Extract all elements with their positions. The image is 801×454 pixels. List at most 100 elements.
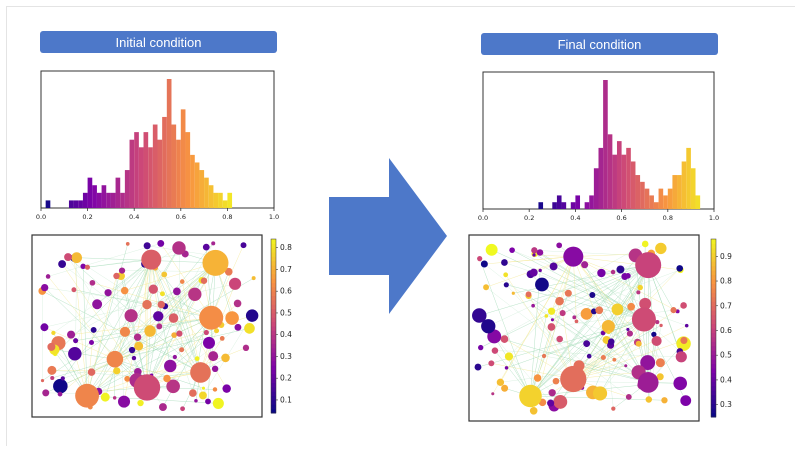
- network-edge: [74, 257, 125, 291]
- histogram-bar: [552, 202, 557, 209]
- histogram-bar: [180, 109, 186, 208]
- colorbar-segment: [711, 314, 716, 320]
- colorbar-tick-label: 0.4: [720, 375, 732, 384]
- network-node: [180, 406, 185, 412]
- network-edge: [530, 343, 587, 397]
- network-node: [171, 332, 177, 338]
- network-node: [104, 289, 112, 297]
- network-node: [586, 353, 592, 359]
- colorbar-segment: [271, 239, 276, 244]
- initial-condition-title: Initial condition: [40, 31, 277, 53]
- network-node: [120, 286, 129, 295]
- network-node: [80, 263, 86, 269]
- histogram-bar: [120, 192, 125, 208]
- histogram-bar: [630, 161, 636, 209]
- network-node: [616, 265, 625, 274]
- network-node: [595, 306, 604, 315]
- colorbar-tick-label: 0.4: [280, 330, 292, 339]
- x-tick-label: 1.0: [269, 213, 279, 221]
- network-edge: [533, 243, 646, 306]
- network-node: [589, 291, 596, 298]
- network-edge: [59, 262, 216, 395]
- network-node: [624, 364, 628, 368]
- network-node: [87, 368, 96, 376]
- network-node: [592, 386, 608, 401]
- histogram-bar: [649, 195, 654, 209]
- colorbar-tick-label: 0.8: [280, 243, 292, 252]
- network-node: [84, 264, 90, 270]
- colorbar-tick-label: 0.3: [720, 400, 732, 409]
- network-node: [208, 351, 219, 362]
- colorbar-segment: [711, 390, 716, 396]
- network-node: [53, 378, 68, 394]
- network-edge: [75, 257, 77, 341]
- x-tick-label: 0.4: [129, 213, 139, 221]
- transition-arrow: [329, 158, 447, 314]
- network-edge: [484, 263, 604, 358]
- network-node: [156, 323, 163, 330]
- network-hub: [75, 383, 99, 408]
- network-hub: [560, 365, 587, 393]
- network-node: [189, 389, 197, 397]
- network-edge: [530, 326, 552, 397]
- colorbar-segment: [271, 265, 276, 270]
- network-node: [651, 335, 662, 347]
- network-edge: [552, 264, 649, 321]
- network-edge: [573, 256, 681, 271]
- network-node: [496, 378, 505, 387]
- network-edge: [573, 325, 687, 380]
- network-edge: [530, 270, 541, 397]
- network-node: [675, 351, 687, 363]
- x-tick-label: 0.6: [176, 213, 186, 221]
- colorbar-segment: [271, 343, 276, 349]
- colorbar-segment: [711, 256, 716, 262]
- colorbar-segment: [271, 382, 276, 388]
- colorbar-segment: [271, 391, 276, 397]
- network-edge: [488, 272, 602, 327]
- colorbar-segment: [271, 308, 276, 314]
- network-node: [73, 338, 79, 344]
- colorbar-tick-label: 0.7: [720, 301, 732, 310]
- colorbar-segment: [711, 270, 716, 276]
- network-node: [42, 389, 50, 397]
- network-node: [125, 242, 130, 246]
- network-node: [626, 327, 630, 332]
- histogram-bar: [96, 192, 102, 208]
- network-edge: [114, 257, 225, 360]
- histogram-bar: [227, 192, 233, 208]
- colorbar-segment: [271, 352, 276, 357]
- network-node: [500, 335, 509, 343]
- network-edge: [155, 267, 201, 373]
- network-node: [491, 392, 495, 396]
- colorbar-segment: [711, 274, 716, 280]
- network-node: [533, 374, 542, 382]
- network-node: [245, 309, 259, 322]
- colorbar-segment: [711, 296, 716, 302]
- colorbar-segment: [271, 373, 276, 379]
- network-edge: [160, 243, 212, 318]
- network-node: [611, 406, 616, 411]
- network-node: [161, 271, 168, 278]
- network-node: [541, 353, 547, 359]
- initial-network: 0.1 0.2 0.3 0.4 0.5 0.6 0.7 0.8: [31, 234, 292, 418]
- network-node: [548, 389, 556, 397]
- network-node: [71, 287, 77, 293]
- network-node: [531, 247, 538, 254]
- histogram-bar: [171, 124, 177, 208]
- network-edge: [137, 337, 201, 373]
- network-hub: [563, 246, 584, 267]
- x-tick-label: 0.4: [570, 214, 580, 222]
- colorbar-segment: [271, 386, 276, 392]
- network-edge: [504, 338, 574, 380]
- network-edge: [551, 311, 615, 360]
- histogram-bar: [598, 147, 604, 209]
- histogram-bar: [616, 141, 622, 209]
- network-node: [128, 346, 136, 354]
- histogram-bar: [87, 177, 93, 208]
- network-node: [124, 375, 131, 382]
- network-node: [503, 272, 509, 278]
- x-tick-label: 0.2: [82, 213, 92, 221]
- x-tick-label: 0.8: [663, 214, 673, 222]
- network-node: [68, 347, 82, 361]
- colorbar-segment: [711, 341, 716, 347]
